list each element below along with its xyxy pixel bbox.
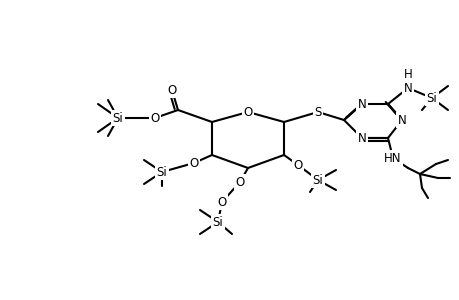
- Text: N: N: [357, 98, 365, 110]
- Text: Si: Si: [112, 112, 123, 124]
- Text: O: O: [235, 176, 244, 188]
- Text: N: N: [397, 113, 405, 127]
- Text: HN: HN: [383, 152, 401, 164]
- Text: N: N: [357, 131, 365, 145]
- Text: O: O: [293, 158, 302, 172]
- Text: O: O: [217, 196, 226, 208]
- Text: O: O: [243, 106, 252, 118]
- Text: Si: Si: [156, 166, 167, 178]
- Text: S: S: [313, 106, 321, 118]
- Text: O: O: [167, 83, 176, 97]
- Text: Si: Si: [312, 173, 323, 187]
- Text: Si: Si: [212, 215, 223, 229]
- Text: N: N: [403, 82, 411, 94]
- Text: H: H: [403, 68, 411, 80]
- Text: Si: Si: [425, 92, 437, 104]
- Text: O: O: [150, 112, 159, 124]
- Text: O: O: [189, 157, 198, 169]
